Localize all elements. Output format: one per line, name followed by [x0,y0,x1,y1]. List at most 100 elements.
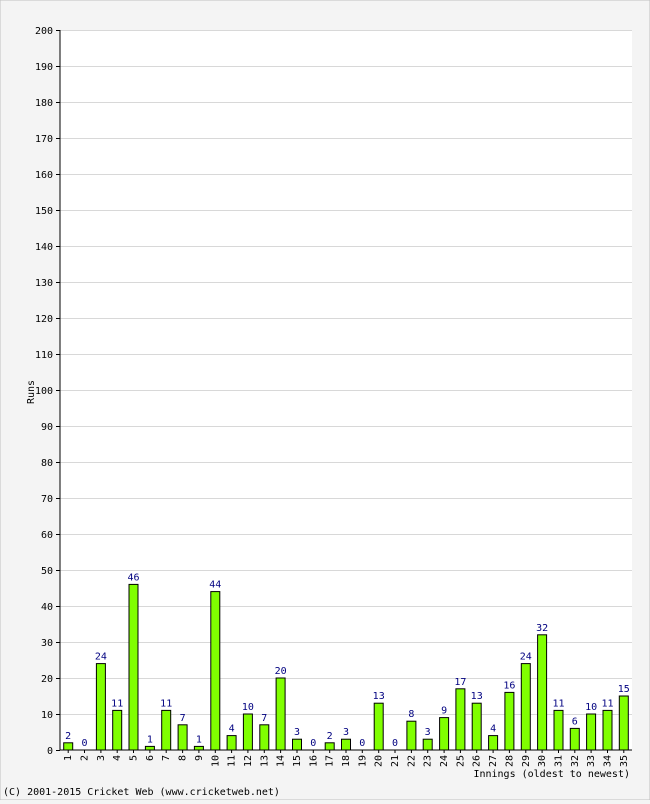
y-tick-label: 20 [41,674,53,685]
y-tick-label: 40 [41,602,53,613]
bar [471,702,482,751]
bar-value-label: 1 [147,734,153,745]
bar-value-label: 7 [180,713,186,724]
bar-value-label: 24 [95,652,107,663]
x-tick-label: 30 [537,755,548,767]
x-tick-label: 31 [554,755,565,767]
copyright-footer: (C) 2001-2015 Cricket Web (www.cricketwe… [3,787,280,798]
y-tick-label: 100 [35,386,53,397]
bar-value-label: 3 [343,727,349,738]
y-axis-ticks: 0 10 20 30 40 50 60 70 80 90 100 110 120 130 140 150 160… [35,26,60,757]
bar [242,713,253,751]
bar-value-label: 15 [618,684,630,695]
x-tick-label: 3 [96,755,107,761]
y-tick-label: 50 [41,566,53,577]
x-tick-label: 25 [455,755,466,767]
bar [259,724,270,751]
bar [455,688,466,751]
bar-value-label: 8 [408,709,414,720]
y-tick-label: 90 [41,422,53,433]
x-tick-label: 19 [357,755,368,767]
bar [275,677,286,751]
y-tick-label: 140 [35,242,53,253]
x-tick-label: 18 [341,755,352,767]
y-tick-label: 170 [35,134,53,145]
bar [292,738,302,751]
y-tick-label: 190 [35,62,53,73]
bar [161,709,172,751]
bar-value-label: 32 [536,623,548,634]
y-tick-label: 160 [35,170,53,181]
bar [324,742,335,751]
x-tick-label: 2 [80,755,91,761]
bar [63,742,74,751]
bar-value-label: 2 [65,731,71,742]
bar [488,735,499,751]
y-axis-label: Runs [26,380,37,404]
bar [373,702,384,751]
x-tick-label: 23 [423,755,434,767]
y-tick-label: 60 [41,530,53,541]
bar [112,709,123,751]
bar-value-label: 24 [520,652,532,663]
bar-value-label: 4 [490,724,496,735]
bar-value-label: 7 [261,713,267,724]
bar-value-label: 17 [454,677,466,688]
bar [439,717,450,751]
x-axis-label: Innings (oldest to newest) [473,769,630,780]
x-tick-label: 20 [374,755,385,767]
bar [226,735,237,751]
bar-value-label: 6 [572,716,578,727]
bar-value-label: 16 [503,680,515,691]
bar [520,663,531,751]
bar-value-label: 0 [310,738,316,749]
y-tick-label: 10 [41,710,53,721]
bar-value-label: 2 [327,731,333,742]
y-tick-label: 0 [47,746,53,757]
bar-value-label: 11 [111,698,123,709]
bar [406,720,417,751]
y-tick-label: 110 [35,350,53,361]
x-tick-label: 11 [227,755,238,767]
bar-value-label: 0 [81,738,87,749]
x-tick-label: 29 [521,755,532,767]
x-tick-label: 24 [439,755,450,767]
x-tick-label: 13 [259,755,270,767]
bar-value-label: 1 [196,734,202,745]
bar-value-label: 10 [585,702,597,713]
bar-value-label: 11 [601,698,613,709]
y-tick-label: 150 [35,206,53,217]
bar-value-label: 3 [425,727,431,738]
x-tick-label: 27 [488,755,499,767]
bar-value-label: 11 [160,698,172,709]
y-tick-label: 200 [35,26,53,37]
bar [569,727,580,751]
x-tick-label: 1 [63,755,74,761]
bar-value-label: 4 [229,724,235,735]
x-tick-label: 9 [194,755,205,761]
bar [193,745,204,751]
bar-value-label: 10 [242,702,254,713]
x-tick-label: 10 [210,755,221,767]
x-tick-label: 22 [406,755,417,767]
bar-value-label: 13 [373,691,385,702]
bar [128,583,139,751]
bar [504,691,515,751]
bar-value-label: 46 [127,572,139,583]
bar-value-label: 3 [294,727,300,738]
bar-value-label: 44 [209,580,221,591]
bar [341,738,351,751]
y-tick-label: 80 [41,458,53,469]
bar-value-label: 0 [392,738,398,749]
y-tick-label: 70 [41,494,53,505]
y-tick-label: 30 [41,638,53,649]
x-tick-label: 26 [472,755,483,767]
x-tick-label: 16 [308,755,319,767]
x-tick-label: 33 [586,755,597,767]
x-tick-label: 12 [243,755,254,767]
grid-lines [60,30,632,715]
bar [210,591,221,751]
y-tick-label: 180 [35,98,53,109]
